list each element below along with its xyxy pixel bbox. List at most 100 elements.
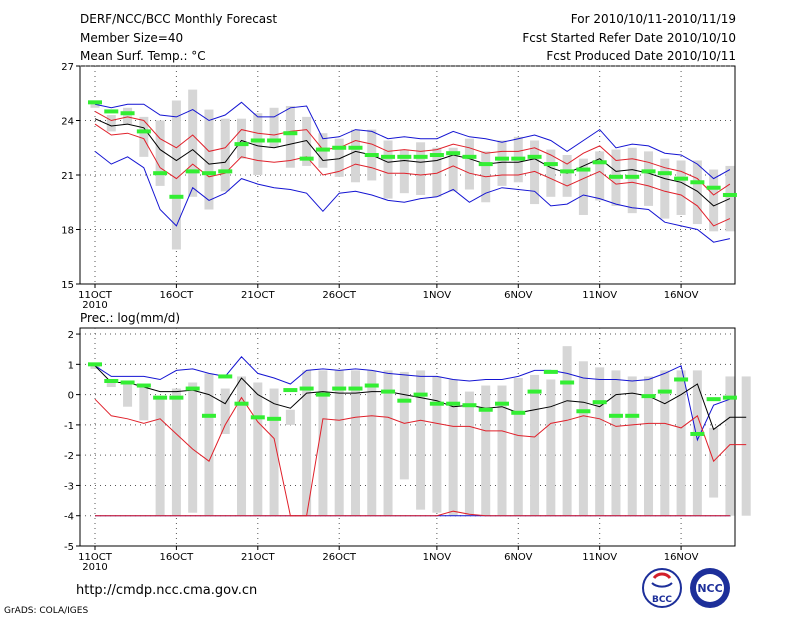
median-line — [94, 118, 731, 207]
observed-mark — [283, 131, 298, 136]
spread-box — [334, 138, 344, 177]
spread-box — [334, 370, 344, 516]
spread-box — [383, 370, 393, 516]
observed-mark — [641, 394, 656, 399]
observed-mark — [153, 395, 168, 400]
spread-box — [595, 151, 605, 201]
grads-credit: GrADS: COLA/IGES — [4, 606, 89, 616]
spread-box — [188, 382, 198, 513]
observed-mark — [348, 386, 363, 391]
plot-frame — [79, 327, 736, 547]
y-tick-label: -2 — [64, 451, 74, 462]
spread-box — [106, 115, 116, 132]
x-tick-label: 21OCT — [241, 552, 276, 563]
spread-box — [660, 158, 670, 219]
observed-mark — [592, 400, 607, 405]
spread-box — [367, 370, 377, 516]
observed-mark — [446, 151, 461, 156]
spread-box — [237, 118, 247, 159]
precipitation-chart: -5 -4 -3 -2 -1 0 1 2 11OCT 16OCT 21OCT 26OCT 1NOV 6NO… — [64, 327, 751, 573]
spread-box — [269, 107, 279, 148]
x-tick-label: 1NOV — [423, 290, 452, 301]
spread-box — [416, 370, 426, 510]
observed-mark — [527, 154, 542, 159]
spread-box — [448, 147, 458, 192]
observed-mark — [608, 174, 623, 179]
spread-box — [204, 373, 214, 516]
spread-box — [546, 379, 556, 516]
y-tick-label: 24 — [61, 117, 74, 128]
spread-box — [692, 160, 702, 225]
variable-label: Mean Surf. Temp.: °C — [80, 49, 206, 63]
observed-mark — [690, 180, 705, 185]
y-tick-label: -4 — [64, 512, 74, 523]
spread-box — [644, 376, 654, 516]
observed-mark — [446, 401, 461, 406]
spread-box — [432, 376, 442, 513]
spread-box — [562, 155, 572, 197]
spread-box — [90, 364, 100, 369]
observed-mark — [381, 154, 396, 159]
observed-mark — [560, 380, 575, 385]
y-tick-label: 15 — [61, 280, 74, 291]
max-line — [94, 356, 731, 442]
ncc-logo-text: NCC — [697, 582, 722, 595]
forecast-started: Fcst Started Refer Date 2010/10/10 — [522, 31, 736, 45]
spread-box — [692, 370, 702, 516]
bcc-logo-text: BCC — [652, 595, 672, 605]
observed-mark — [397, 398, 412, 403]
x-tick-label: 6NOV — [504, 290, 533, 301]
source-url[interactable]: http://cmdp.ncc.cma.gov.cn — [76, 583, 258, 598]
spread-box — [285, 105, 295, 168]
observed-mark — [690, 431, 705, 436]
p25-line — [94, 396, 747, 517]
observed-mark — [332, 386, 347, 391]
y-tick-label: 2 — [68, 330, 74, 341]
observed-mark — [511, 156, 526, 161]
observed-mark — [104, 109, 119, 114]
x-year-label: 2010 — [82, 300, 107, 311]
observed-mark — [560, 169, 575, 174]
member-size: Member Size=40 — [80, 31, 184, 45]
precip-title: Prec.: log(mm/d) — [80, 311, 180, 325]
forecast-period: For 2010/10/11-2010/11/19 — [570, 12, 736, 26]
observed-mark — [348, 145, 363, 150]
observed-mark — [657, 171, 672, 176]
observed-mark — [250, 138, 265, 143]
y-tick-label: 18 — [61, 226, 74, 237]
observed-mark — [543, 162, 558, 167]
x-tick-label: 26OCT — [322, 552, 357, 563]
observed-mark — [625, 413, 640, 418]
spread-box — [139, 384, 149, 421]
spread-box — [139, 116, 149, 157]
max-line — [94, 101, 731, 180]
spread-box — [188, 89, 198, 197]
observed-mark — [218, 374, 233, 379]
spread-box — [350, 129, 360, 183]
observed-mark — [429, 153, 444, 158]
chart-title: DERF/NCC/BCC Monthly Forecast — [80, 12, 278, 26]
spread-box — [741, 376, 751, 516]
x-tick-label: 11OCT — [78, 552, 113, 563]
spread-box — [627, 147, 637, 214]
observed-mark — [429, 401, 444, 406]
bcc-logo: BCC — [642, 568, 682, 608]
spread-box — [546, 149, 556, 197]
x-tick-label: 26OCT — [322, 290, 357, 301]
observed-mark — [136, 129, 151, 134]
x-year-label: 2010 — [82, 562, 107, 573]
observed-mark — [625, 174, 640, 179]
observed-mark — [495, 156, 509, 161]
spread-box — [627, 376, 637, 516]
x-tick-label: 11NOV — [582, 290, 617, 301]
forecast-produced: Fcst Produced Date 2010/10/11 — [546, 49, 736, 63]
spread-box — [171, 388, 181, 516]
spread-box — [464, 391, 474, 516]
spread-box — [497, 385, 507, 516]
observed-mark — [299, 156, 314, 161]
spread-box — [253, 113, 263, 175]
spread-box — [464, 138, 474, 190]
observed-mark — [706, 185, 721, 190]
observed-mark — [315, 392, 330, 397]
spread-box — [155, 397, 165, 516]
